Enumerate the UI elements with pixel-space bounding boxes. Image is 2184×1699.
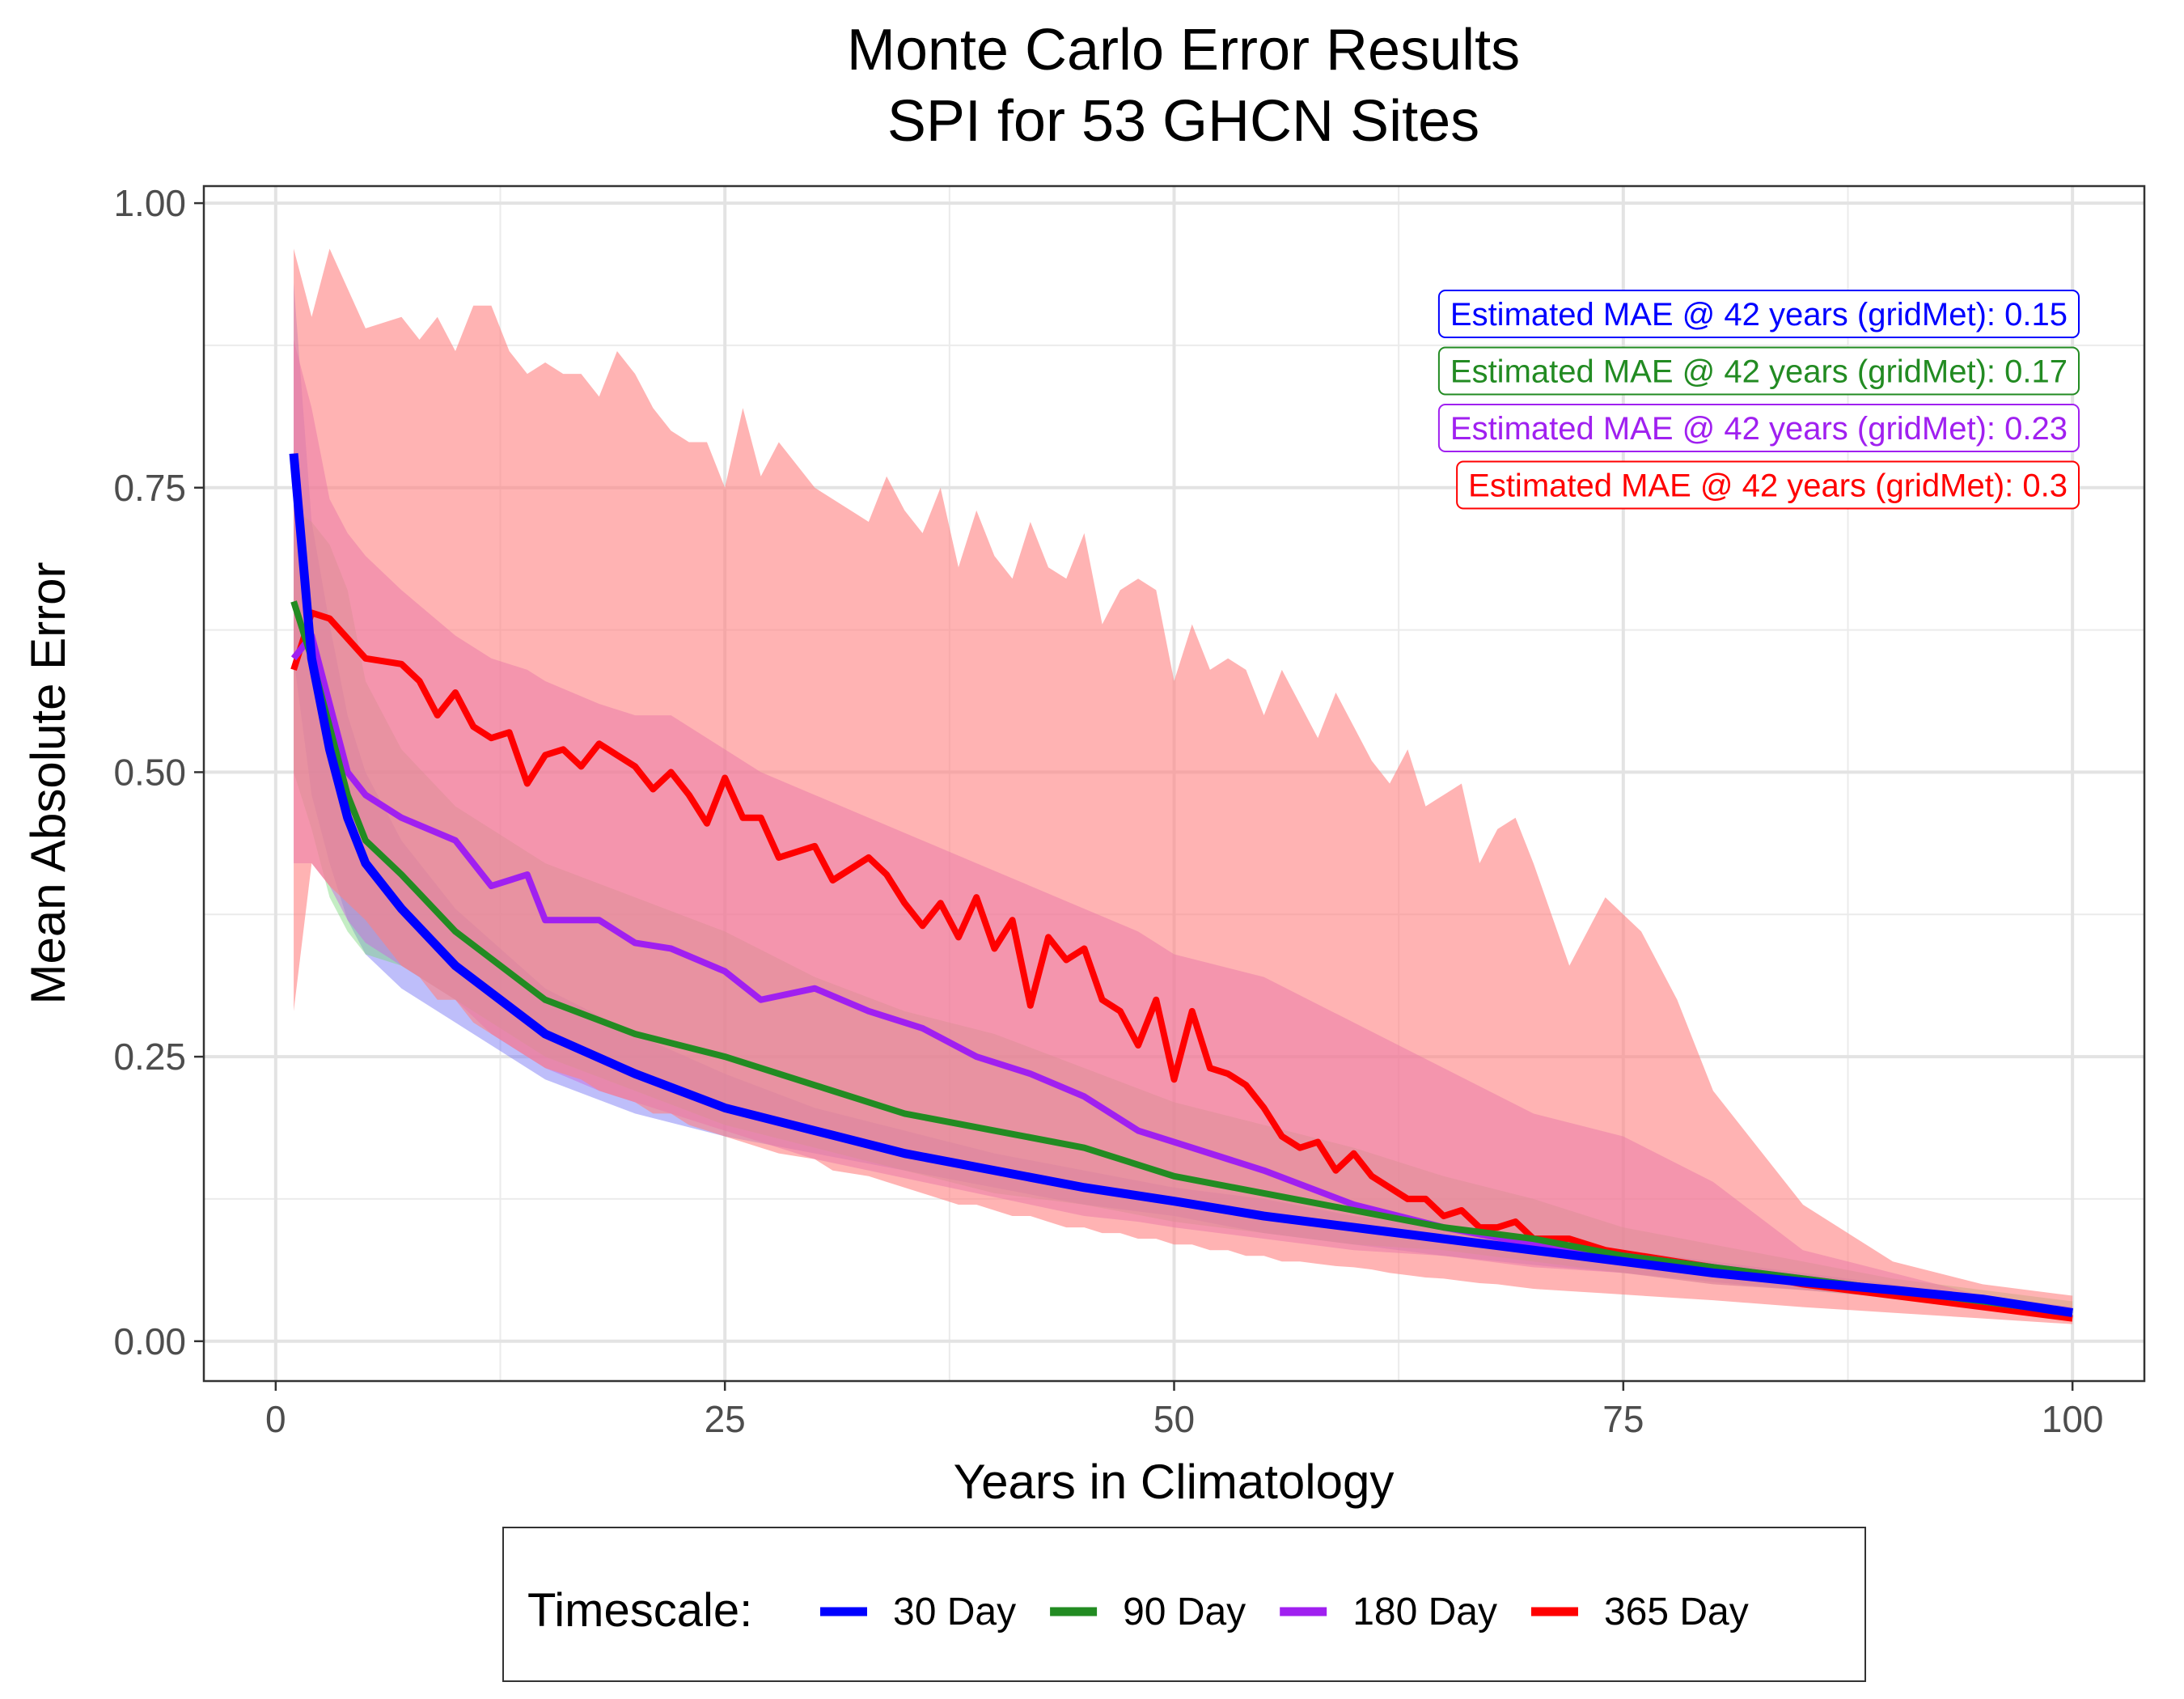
y-tick-label: 1.00 [113, 182, 186, 224]
legend-item-365-day: 365 Day [1530, 1591, 1749, 1633]
annotation-box [1437, 290, 2080, 338]
line-90-day [290, 600, 2073, 1316]
axes: 0 25 50 75 100 0.00 0.25 0.50 0.75 1.00 [113, 182, 2103, 1440]
annotation-box [1437, 346, 2080, 396]
confidence-bands [294, 248, 2073, 1324]
legend: Timescale: 30 Day 90 Day 180 Day 365 Day [502, 1527, 1866, 1682]
x-tick-label: 25 [705, 1398, 746, 1440]
annotation-4: Estimated MAE @ 42 years (gridMet): 0.3 [1456, 460, 2080, 510]
x-tick-label: 0 [265, 1398, 286, 1440]
x-tick-label: 100 [2042, 1398, 2104, 1440]
annotation-box [1437, 404, 2080, 452]
annotation-box [1456, 460, 2080, 510]
legend-label: 365 Day [1604, 1591, 1749, 1633]
annotation-text: Estimated MAE @ 42 years (gridMet): 0.15 [1450, 297, 2068, 333]
legend-item-90-day: 90 Day [1050, 1591, 1246, 1633]
legend-title: Timescale: [527, 1584, 752, 1637]
annotation-1: Estimated MAE @ 42 years (gridMet): 0.15 [1437, 290, 2080, 338]
legend-items: 30 Day 90 Day 180 Day 365 Day [820, 1591, 1749, 1633]
annotation-text: Estimated MAE @ 42 years (gridMet): 0.17 [1450, 354, 2068, 390]
y-tick-label: 0.50 [113, 751, 186, 793]
legend-item-180-day: 180 Day [1280, 1591, 1497, 1633]
line-30-day [289, 453, 2073, 1318]
legend-item-30-day: 30 Day [820, 1591, 1016, 1633]
y-tick-label: 0.00 [113, 1320, 186, 1362]
legend-label: 90 Day [1123, 1591, 1246, 1633]
x-tick-label: 50 [1153, 1398, 1195, 1440]
y-axis-label: Mean Absolute Error [21, 562, 75, 1005]
y-tick-label: 0.75 [113, 467, 186, 509]
legend-label: 30 Day [893, 1591, 1016, 1633]
annotations: Estimated MAE @ 42 years (gridMet): 0.15… [1437, 290, 2080, 510]
x-tick-label: 75 [1602, 1398, 1644, 1440]
chart-title-line2: SPI for 53 GHCN Sites [887, 89, 1479, 154]
annotation-2: Estimated MAE @ 42 years (gridMet): 0.17 [1437, 346, 2080, 396]
legend-label: 180 Day [1352, 1591, 1497, 1633]
annotation-3: Estimated MAE @ 42 years (gridMet): 0.23 [1437, 404, 2080, 452]
x-axis-label: Years in Climatology [954, 1455, 1395, 1509]
series-lines [289, 453, 2073, 1322]
legend-box [502, 1527, 1866, 1682]
chart-title-line1: Monte Carlo Error Results [847, 18, 1520, 83]
annotation-text: Estimated MAE @ 42 years (gridMet): 0.23 [1450, 411, 2068, 447]
band-365-day [294, 248, 2073, 1324]
line-365-day [290, 609, 2073, 1322]
annotation-text: Estimated MAE @ 42 years (gridMet): 0.3 [1468, 468, 2068, 504]
y-tick-label: 0.25 [113, 1036, 186, 1078]
